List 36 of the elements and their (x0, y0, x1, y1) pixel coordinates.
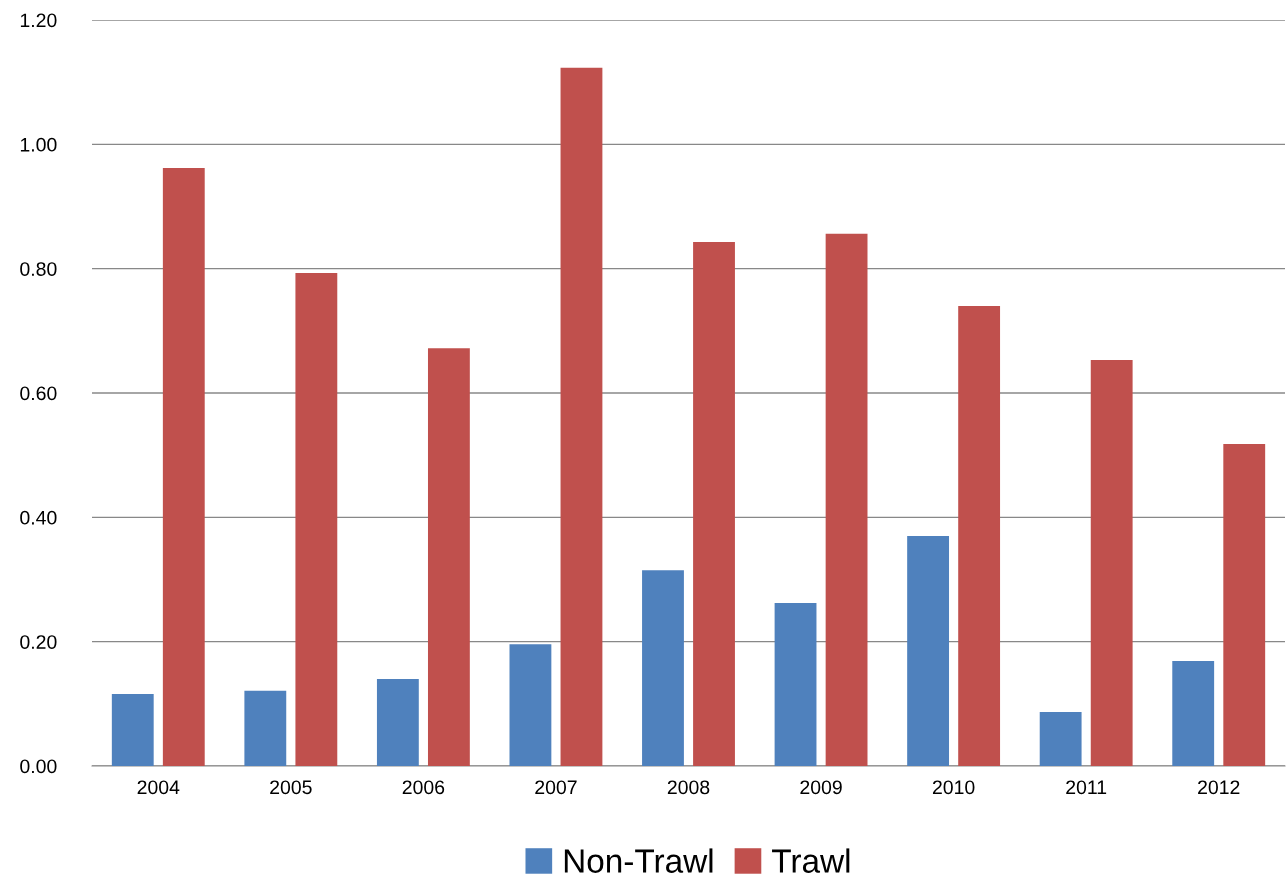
y-tick-label: 1.20 (20, 13, 57, 28)
bar (244, 690, 287, 766)
y-tick-label: 0.40 (20, 510, 57, 525)
bar (958, 305, 1001, 766)
x-tick-label: 2005 (270, 780, 312, 795)
bar (376, 678, 419, 766)
bar (295, 273, 338, 766)
x-tick-label: 2012 (1198, 780, 1240, 795)
bar (162, 167, 205, 766)
x-tick-label: 2010 (932, 780, 975, 795)
bar (1090, 360, 1133, 766)
y-tick-label: 0.60 (20, 386, 57, 401)
bar (825, 233, 868, 766)
legend-label: Trawl (772, 848, 850, 873)
y-tick-label: 1.00 (20, 137, 57, 152)
bar (693, 241, 735, 766)
x-tick-label: 2009 (800, 780, 842, 795)
x-tick-label: 2007 (535, 780, 577, 795)
x-tick-label: 2006 (402, 780, 445, 795)
bar (1039, 711, 1082, 766)
y-tick-label: 0.00 (20, 759, 57, 774)
bar (907, 535, 950, 766)
bar (427, 348, 470, 766)
bar (1172, 660, 1215, 766)
x-tick-label: 2008 (667, 780, 710, 795)
bar (111, 693, 154, 766)
bar (560, 67, 603, 766)
y-tick-label: 0.80 (20, 262, 57, 276)
bar (509, 644, 552, 766)
bar (1223, 443, 1266, 766)
x-tick-label: 2011 (1066, 780, 1107, 795)
bar (642, 570, 684, 766)
x-tick-label: 2004 (137, 780, 180, 795)
y-tick-label: 0.20 (20, 635, 57, 649)
bar (774, 603, 817, 766)
legend-label: Non-Trawl (564, 848, 713, 873)
